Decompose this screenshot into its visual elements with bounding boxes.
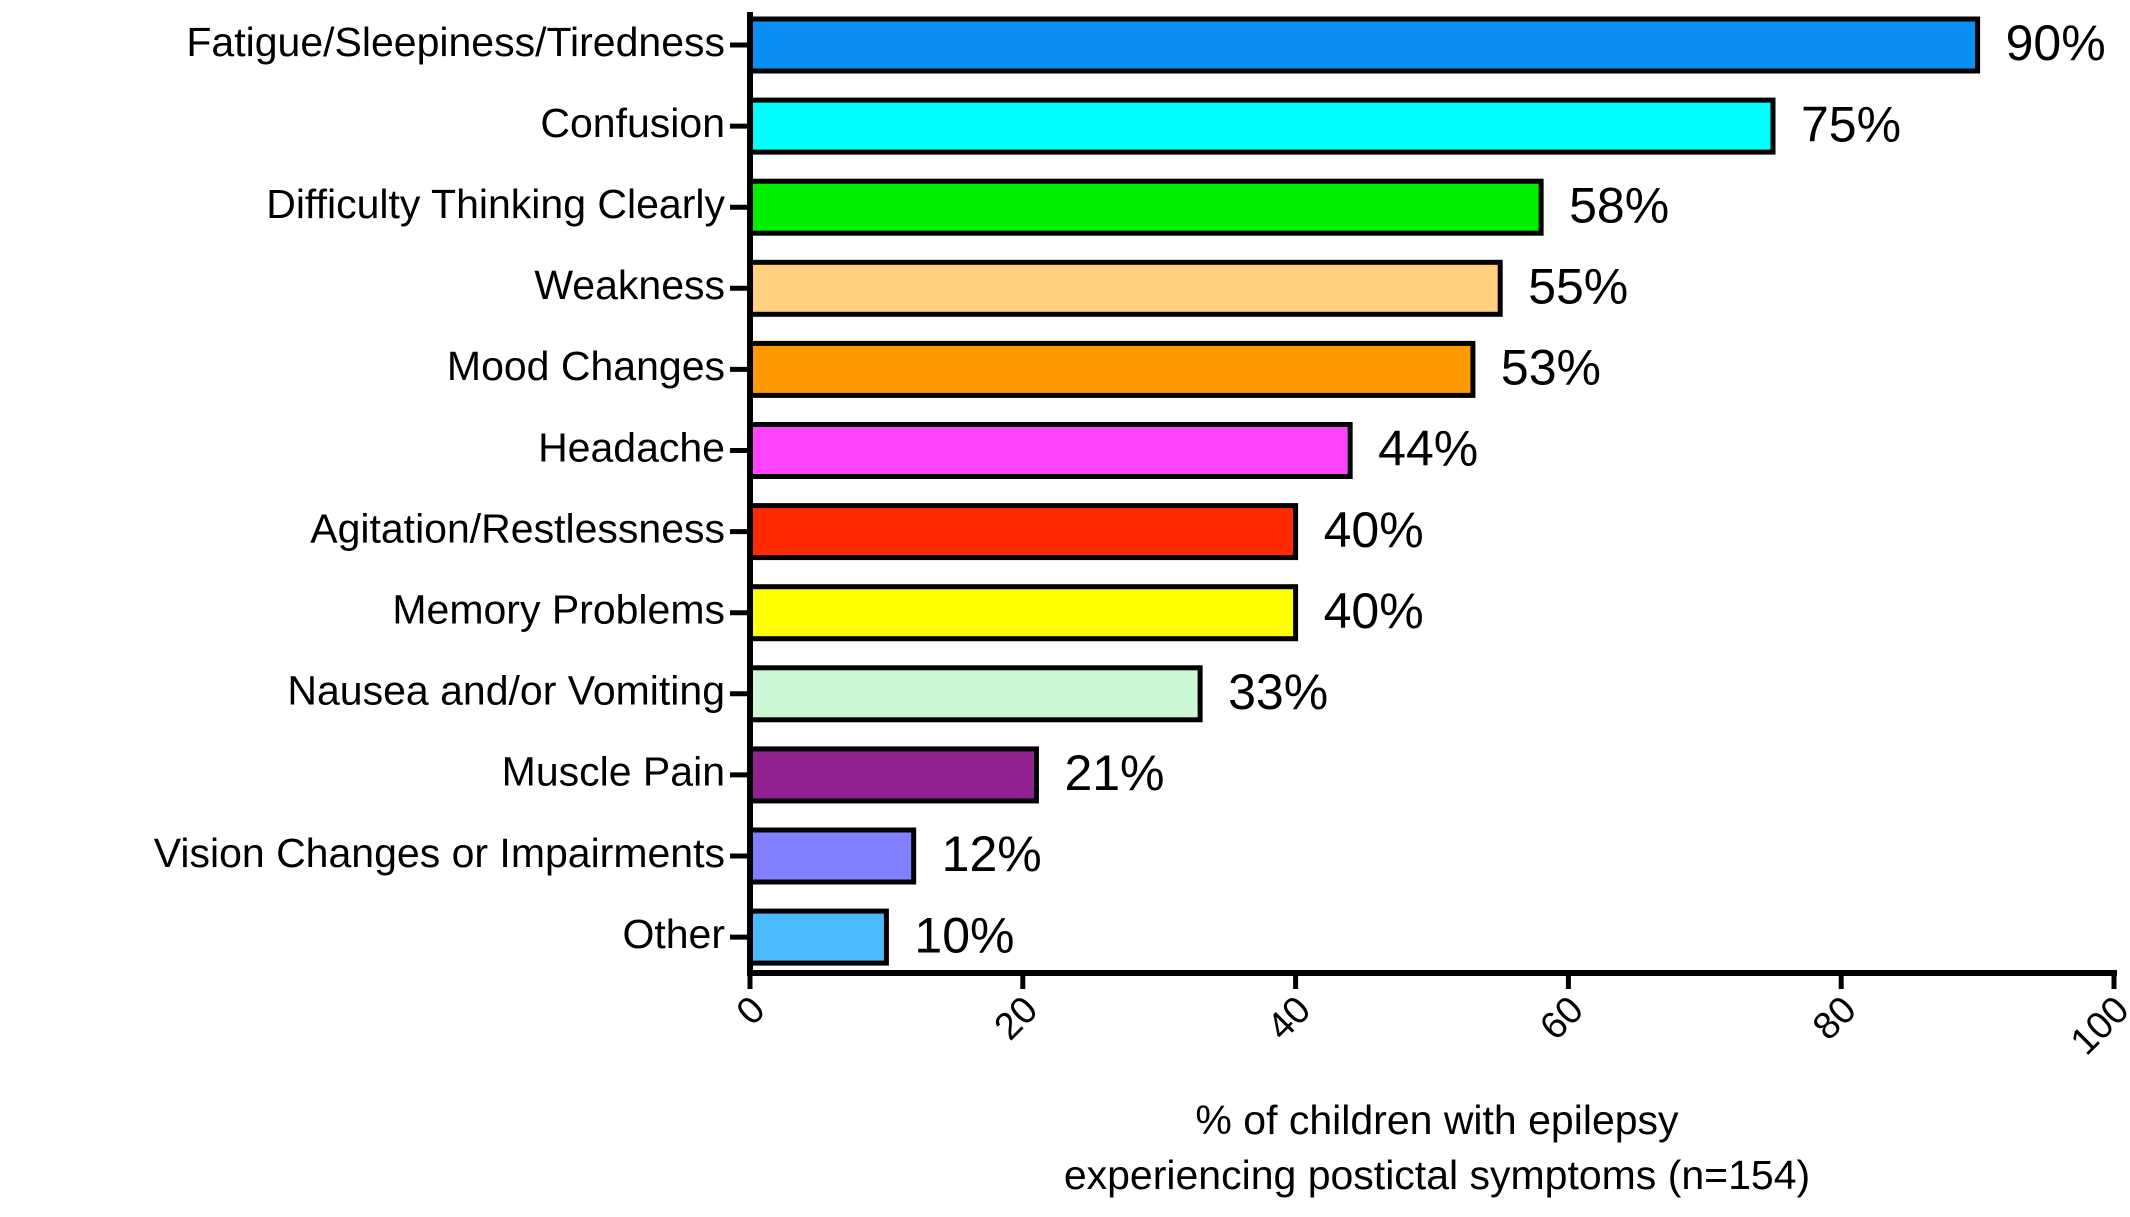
x-tick-label: 80 xyxy=(1805,989,1865,1049)
value-label: 55% xyxy=(1528,259,1628,315)
x-tick-label: 100 xyxy=(2063,989,2130,1064)
x-tick-label: 20 xyxy=(987,989,1047,1049)
category-label: Fatigue/Sleepiness/Tiredness xyxy=(186,19,725,65)
category-label: Vision Changes or Impairments xyxy=(154,830,725,876)
category-label: Agitation/Restlessness xyxy=(310,505,725,551)
category-label: Confusion xyxy=(540,100,725,146)
value-label: 44% xyxy=(1378,421,1478,477)
category-label: Memory Problems xyxy=(392,587,725,633)
value-label: 90% xyxy=(2006,15,2106,71)
value-label: 10% xyxy=(914,907,1014,963)
value-label: 58% xyxy=(1569,177,1669,233)
category-label: Weakness xyxy=(534,262,725,308)
bar xyxy=(747,503,1299,561)
value-label: 12% xyxy=(942,826,1042,882)
value-label: 53% xyxy=(1501,340,1601,396)
bar xyxy=(747,584,1299,642)
bar xyxy=(747,665,1203,723)
bar xyxy=(747,178,1544,236)
value-label: 40% xyxy=(1324,583,1424,639)
bar xyxy=(747,259,1503,317)
value-label: 21% xyxy=(1064,745,1164,801)
category-label: Other xyxy=(622,911,725,957)
x-axis-label: experiencing postictal symptoms (n=154) xyxy=(1064,1152,1810,1198)
category-label: Headache xyxy=(538,424,725,470)
bar xyxy=(747,827,917,885)
bar xyxy=(747,908,889,966)
bar xyxy=(747,746,1039,804)
bar xyxy=(747,422,1353,479)
x-tick-label: 60 xyxy=(1532,989,1592,1049)
category-label: Difficulty Thinking Clearly xyxy=(266,181,725,227)
value-label: 40% xyxy=(1324,502,1424,558)
bar xyxy=(747,97,1776,155)
x-axis-label: % of children with epilepsy xyxy=(1195,1097,1679,1143)
category-label: Mood Changes xyxy=(447,343,725,389)
value-label: 75% xyxy=(1801,96,1901,152)
x-tick-label: 40 xyxy=(1259,989,1319,1049)
bar xyxy=(747,16,1981,74)
value-label: 33% xyxy=(1228,664,1328,720)
x-tick-label: 0 xyxy=(729,989,774,1034)
bar xyxy=(747,340,1476,398)
category-label: Nausea and/or Vomiting xyxy=(287,668,725,714)
category-label: Muscle Pain xyxy=(502,749,725,795)
